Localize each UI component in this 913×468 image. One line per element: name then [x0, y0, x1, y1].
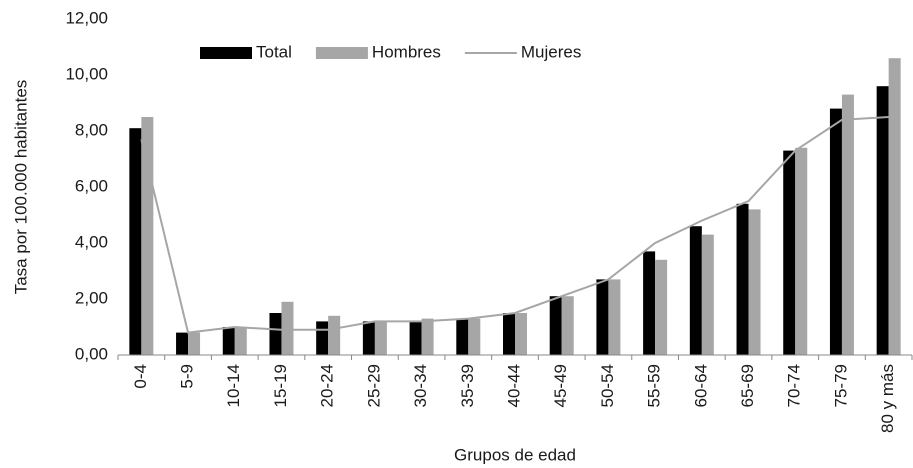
- bar: [129, 128, 142, 355]
- x-axis-label: Grupos de edad: [454, 445, 576, 464]
- x-tick-label: 70-74: [785, 364, 804, 407]
- legend-swatch: [315, 47, 368, 59]
- x-tick-label: 5-9: [178, 364, 197, 389]
- y-tick-label: 0,00: [75, 344, 108, 363]
- bar: [409, 321, 422, 355]
- bar: [841, 94, 854, 355]
- bar: [561, 296, 574, 355]
- x-tick-label: 50-54: [598, 364, 617, 407]
- bar: [549, 296, 562, 355]
- y-tick-label: 2,00: [75, 288, 108, 307]
- bar: [829, 108, 842, 355]
- legend-label: Hombres: [372, 42, 441, 61]
- bar: [421, 318, 434, 355]
- x-tick-label: 55-59: [645, 364, 664, 407]
- bar: [316, 321, 329, 355]
- legend-label: Mujeres: [521, 42, 581, 61]
- bar: [608, 279, 621, 355]
- bar: [269, 313, 282, 355]
- bar: [362, 321, 375, 355]
- x-tick-label: 45-49: [551, 364, 570, 407]
- bar: [188, 332, 201, 355]
- x-tick-label: 20-24: [318, 364, 337, 407]
- bar: [689, 226, 702, 355]
- line: [140, 116, 889, 334]
- x-tick-label: 80 y más: [878, 364, 897, 433]
- x-tick-label: 15-19: [271, 364, 290, 407]
- y-tick-label: 12,00: [65, 8, 108, 27]
- bar: [503, 313, 515, 355]
- bar: [701, 234, 714, 355]
- bar: [374, 321, 387, 355]
- bar: [783, 150, 796, 355]
- bar: [515, 313, 527, 355]
- legend-label: Total: [256, 42, 292, 61]
- y-axis-label: Tasa por 100.000 habitantes: [11, 80, 30, 295]
- y-tick-label: 4,00: [75, 232, 108, 251]
- x-tick-label: 25-29: [364, 364, 383, 407]
- bar: [748, 209, 761, 355]
- x-tick-label: 35-39: [458, 364, 477, 407]
- legend-swatch: [200, 47, 252, 59]
- bar: [176, 332, 189, 355]
- bar: [222, 327, 235, 355]
- x-tick-label: 75-79: [831, 364, 850, 407]
- x-tick-label: 30-34: [411, 364, 430, 407]
- bar: [281, 301, 294, 355]
- bar: [655, 259, 668, 355]
- bar: [468, 318, 481, 355]
- bar: [736, 203, 749, 355]
- y-tick-label: 10,00: [65, 64, 108, 83]
- y-tick-label: 6,00: [75, 176, 108, 195]
- bar: [234, 327, 247, 355]
- x-tick-label: 10-14: [224, 364, 243, 407]
- x-tick-label: 0-4: [131, 364, 150, 389]
- bar: [596, 279, 609, 355]
- y-tick-label: 8,00: [75, 120, 108, 139]
- x-tick-label: 60-64: [691, 364, 710, 407]
- bar: [643, 251, 656, 355]
- bar: [876, 86, 889, 355]
- bar: [328, 315, 341, 355]
- x-tick-label: 65-69: [738, 364, 757, 407]
- bar: [141, 117, 154, 355]
- bar: [795, 147, 808, 355]
- bar: [888, 58, 901, 355]
- bar: [456, 318, 469, 355]
- x-tick-label: 40-44: [504, 364, 523, 407]
